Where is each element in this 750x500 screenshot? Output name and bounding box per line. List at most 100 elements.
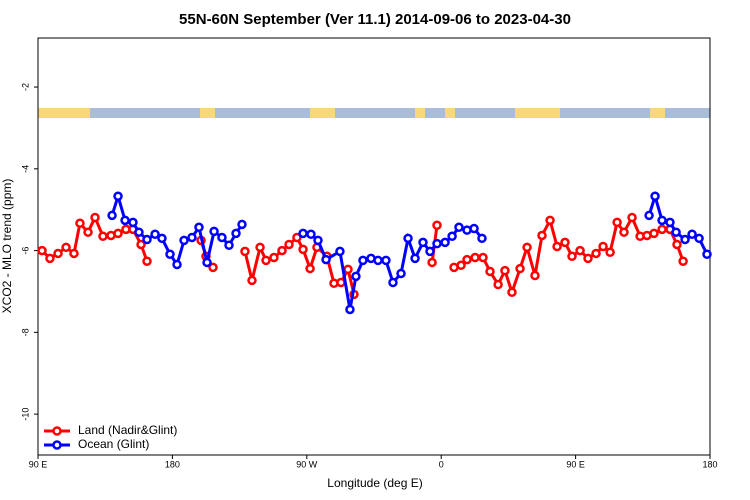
point (477, 233, 487, 244)
point (69, 248, 79, 259)
legend-marker (52, 426, 62, 436)
point (462, 254, 472, 265)
point (313, 235, 323, 246)
point (447, 231, 457, 242)
point (432, 238, 442, 249)
point (37, 245, 47, 256)
point (128, 217, 138, 228)
point (157, 233, 167, 244)
y-tick-label: -8 (20, 328, 30, 336)
point (90, 212, 100, 223)
point (598, 241, 608, 252)
point (657, 215, 667, 226)
y-axis-label: XCO2 - MLO trend (ppm) (0, 179, 14, 314)
point (269, 252, 279, 263)
point (373, 255, 383, 266)
point (321, 254, 331, 265)
point (567, 251, 577, 262)
point (209, 226, 219, 237)
point (672, 239, 682, 250)
point (522, 242, 532, 253)
x-tick-label: 0 (439, 459, 444, 469)
point (530, 270, 540, 281)
point (187, 232, 197, 243)
point (208, 262, 218, 273)
point (500, 265, 510, 276)
series-line (110, 191, 709, 310)
point (583, 253, 593, 264)
point (649, 228, 659, 239)
point (298, 244, 308, 255)
point (134, 227, 144, 237)
y-tick-label: -6 (20, 247, 30, 255)
point (612, 217, 622, 228)
point (284, 239, 294, 250)
point (277, 245, 287, 256)
point (240, 246, 250, 257)
point (142, 234, 152, 245)
point (552, 241, 562, 252)
point (427, 257, 437, 268)
point (98, 231, 108, 242)
point (343, 264, 353, 275)
point (478, 252, 488, 263)
point (665, 217, 675, 228)
point (425, 246, 435, 257)
point (255, 242, 265, 253)
point (456, 260, 466, 271)
point (650, 191, 660, 201)
point (627, 212, 637, 223)
point (687, 229, 697, 239)
point (644, 210, 654, 221)
point (671, 227, 681, 237)
point (358, 255, 368, 266)
point (507, 287, 517, 298)
point (237, 219, 247, 230)
x-tick-label: 180 (702, 459, 717, 469)
point (560, 237, 570, 248)
point (120, 215, 130, 226)
point (619, 227, 629, 237)
point (575, 245, 585, 256)
legend-label: Ocean (Glint) (78, 437, 149, 451)
point (418, 237, 428, 248)
x-tick-label: 90 E (29, 459, 48, 469)
point (292, 232, 302, 243)
point (410, 253, 420, 264)
point (75, 218, 85, 228)
point (432, 220, 442, 230)
point (702, 249, 712, 260)
point (45, 253, 55, 264)
point (493, 279, 503, 290)
point (298, 228, 308, 239)
point (247, 275, 257, 286)
point (657, 224, 667, 235)
point (231, 228, 241, 239)
point (345, 304, 355, 315)
point (381, 255, 391, 266)
point (515, 263, 525, 274)
map-strip (38, 108, 710, 118)
x-axis-label: Longitude (deg E) (327, 476, 422, 490)
point (142, 256, 152, 266)
chart-title: 55N-60N September (Ver 11.1) 2014-09-06 … (179, 11, 571, 28)
point (605, 247, 615, 257)
point (351, 271, 361, 282)
point (545, 215, 555, 226)
point (61, 242, 71, 253)
x-tick-label: 180 (165, 459, 180, 469)
point (113, 191, 123, 201)
point (165, 249, 175, 260)
point (261, 255, 271, 266)
plot-frame (37, 37, 711, 456)
point (172, 259, 182, 270)
point (591, 248, 601, 259)
legend-label: Land (Nadir&Glint) (78, 423, 177, 437)
point (224, 240, 234, 251)
point (83, 227, 93, 237)
point (150, 229, 160, 239)
point (694, 233, 704, 244)
point (485, 266, 495, 277)
y-tick-label: -4 (20, 165, 30, 173)
